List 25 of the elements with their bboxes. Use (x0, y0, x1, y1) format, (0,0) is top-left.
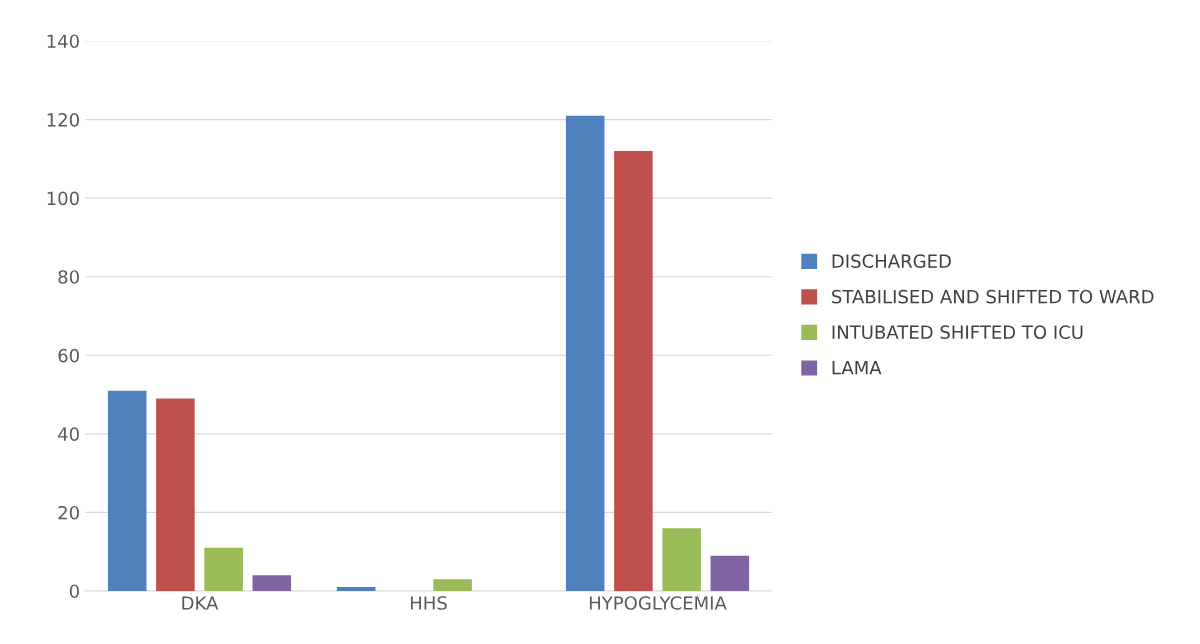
bar (710, 555, 750, 591)
bar (156, 398, 195, 591)
y-tick-label: 100 (47, 191, 79, 206)
y-tick-label: 40 (58, 427, 79, 441)
bar (614, 151, 653, 591)
y-tick-label: 120 (47, 113, 79, 127)
legend-label: LAMA (832, 361, 882, 375)
bar (662, 528, 701, 591)
legend-label: DISCHARGED (832, 254, 951, 268)
x-tick-label: HYPOGLYCEMIA (589, 596, 727, 610)
y-tick-label: 20 (58, 505, 79, 520)
bar (336, 587, 376, 591)
bar (107, 390, 147, 591)
bar (204, 547, 243, 591)
bar (565, 115, 605, 591)
y-tick-label: 0 (69, 584, 79, 599)
x-tick-label: DKA (182, 596, 219, 610)
legend-label: STABILISED AND SHIFTED TO WARD (832, 289, 1154, 304)
y-tick-label: 60 (58, 348, 79, 363)
bar (433, 579, 472, 591)
y-tick-label: 140 (47, 34, 79, 49)
y-tick-label: 80 (58, 270, 79, 284)
x-tick-label: HHS (410, 596, 447, 610)
legend-label: INTUBATED SHIFTED TO ICU (832, 325, 1083, 339)
bar (252, 575, 292, 591)
